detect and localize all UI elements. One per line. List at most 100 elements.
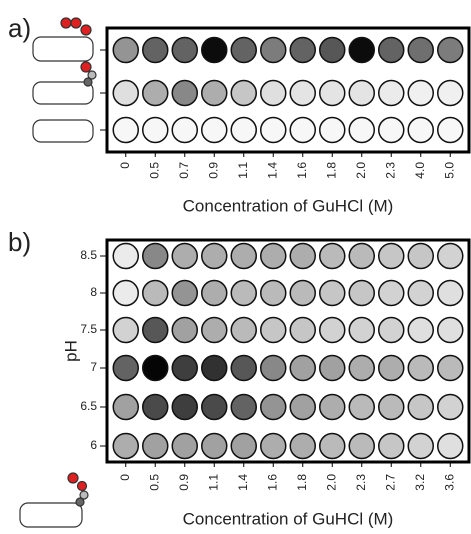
dot xyxy=(261,356,286,381)
dot xyxy=(438,356,463,381)
dot xyxy=(231,244,256,269)
x-tick-label: 0 xyxy=(118,162,132,169)
dot xyxy=(202,356,227,381)
dot xyxy=(290,118,315,143)
x-tick-label: 1.6 xyxy=(265,474,279,491)
x-tick-label: 4.0 xyxy=(413,162,427,179)
dot xyxy=(202,395,227,420)
dot xyxy=(349,281,374,306)
x-tick-label: 0.9 xyxy=(206,162,220,179)
dot xyxy=(172,81,197,106)
dot xyxy=(202,38,227,63)
dot xyxy=(261,395,286,420)
dot xyxy=(349,118,374,143)
dot xyxy=(113,318,138,343)
x-tick-label: 1.6 xyxy=(295,162,309,179)
dot xyxy=(113,395,138,420)
x-tick-label: 1.1 xyxy=(236,162,250,179)
dot xyxy=(113,281,138,306)
dot xyxy=(290,434,315,459)
dot xyxy=(113,81,138,106)
x-tick-label: 1.1 xyxy=(206,474,220,491)
dot xyxy=(438,281,463,306)
dot xyxy=(143,244,168,269)
dot xyxy=(408,395,433,420)
dot xyxy=(202,118,227,143)
dot xyxy=(408,38,433,63)
dot xyxy=(143,118,168,143)
dot xyxy=(113,434,138,459)
dot xyxy=(438,118,463,143)
x-tick-label: 3.2 xyxy=(413,474,427,491)
dot xyxy=(379,395,404,420)
dot xyxy=(408,356,433,381)
dot xyxy=(172,318,197,343)
dot xyxy=(172,281,197,306)
x-tick-label: 0.5 xyxy=(147,474,161,491)
dot xyxy=(290,318,315,343)
x-tick-label: 1.8 xyxy=(324,162,338,179)
dot xyxy=(261,318,286,343)
dot xyxy=(379,318,404,343)
dot xyxy=(408,281,433,306)
dot xyxy=(290,356,315,381)
y-tick-label: 8.5 xyxy=(80,248,97,262)
dot xyxy=(143,356,168,381)
y-tick-label: 6 xyxy=(90,438,97,452)
dot xyxy=(202,244,227,269)
x-tick-label: 2.0 xyxy=(354,162,368,179)
dot xyxy=(438,38,463,63)
panel-frame xyxy=(107,240,469,462)
dot xyxy=(320,118,345,143)
dot xyxy=(172,356,197,381)
dot xyxy=(231,318,256,343)
dot xyxy=(379,118,404,143)
dot xyxy=(320,395,345,420)
dot xyxy=(408,434,433,459)
dot xyxy=(438,434,463,459)
x-axis-label: Concentration of GuHCl (M) xyxy=(183,509,394,528)
dot xyxy=(231,118,256,143)
x-tick-label: 2.0 xyxy=(324,474,338,491)
dot xyxy=(290,81,315,106)
figure: a)Concentration of GuHCl (M)00.50.70.91.… xyxy=(0,0,471,534)
dot xyxy=(320,244,345,269)
x-tick-label: 0.7 xyxy=(177,162,191,179)
dot xyxy=(261,38,286,63)
dot xyxy=(349,244,374,269)
dot xyxy=(202,318,227,343)
dot xyxy=(231,434,256,459)
dot xyxy=(143,81,168,106)
dot xyxy=(379,356,404,381)
x-tick-label: 0.9 xyxy=(177,474,191,491)
dot xyxy=(349,318,374,343)
dot xyxy=(349,434,374,459)
dot xyxy=(379,281,404,306)
dot xyxy=(143,434,168,459)
dot xyxy=(202,434,227,459)
dot xyxy=(438,318,463,343)
dot xyxy=(349,395,374,420)
y-tick-label: 6.5 xyxy=(80,399,97,413)
panel-label: b) xyxy=(8,227,31,257)
dot xyxy=(231,395,256,420)
dot xyxy=(202,81,227,106)
dot xyxy=(379,81,404,106)
dot xyxy=(231,356,256,381)
x-tick-label: 2.7 xyxy=(383,474,397,491)
x-tick-label: 5.0 xyxy=(442,162,456,179)
dot xyxy=(379,434,404,459)
dot xyxy=(113,38,138,63)
dot xyxy=(172,118,197,143)
x-tick-label: 2.3 xyxy=(383,162,397,179)
dot xyxy=(231,38,256,63)
dot xyxy=(172,38,197,63)
dot xyxy=(261,244,286,269)
dot xyxy=(172,244,197,269)
dot xyxy=(320,318,345,343)
dot xyxy=(261,81,286,106)
dot xyxy=(320,356,345,381)
dot xyxy=(379,38,404,63)
x-tick-label: 1.4 xyxy=(236,474,250,491)
icon-b xyxy=(20,473,88,527)
